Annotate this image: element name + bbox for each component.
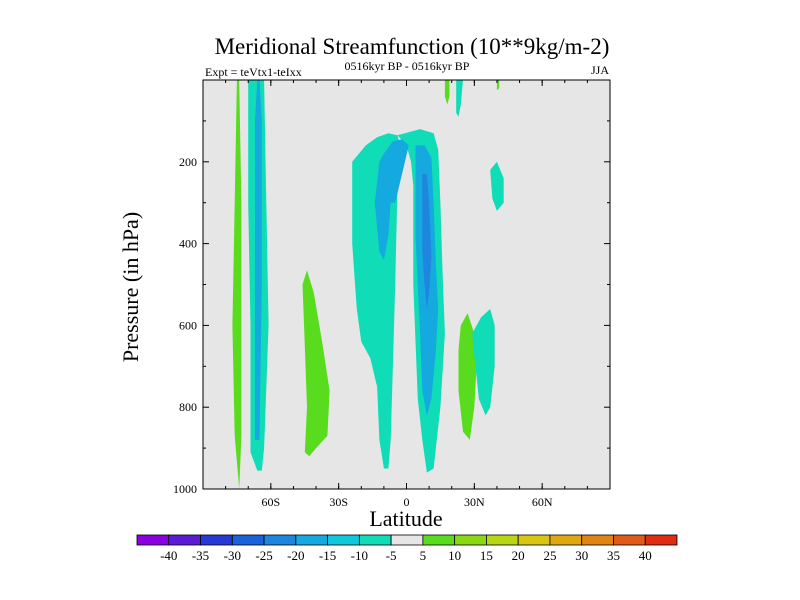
colorbar-label: 15 [480,548,493,563]
y-axis-label: Pressure (in hPa) [118,212,143,362]
y-axis: 200 400 600 800 1000 [173,120,610,496]
contour-region-10 [458,313,477,440]
y-tick-label: 400 [179,237,197,251]
subtitle-left: Expt = teVtx1-teIxx [205,65,302,79]
contour-region-3 [302,270,330,457]
colorbar-box [549,534,583,546]
contour-region-4 [352,133,405,469]
y-tick-label: 1000 [173,482,197,496]
colorbar-label: -5 [386,548,397,563]
colorbar-box [422,534,456,546]
colorbar-box [613,534,646,546]
contour-region-6 [374,139,409,260]
colorbar-box [454,534,487,546]
colorbar-box [327,534,360,546]
colorbar-label: -30 [224,548,241,563]
colorbar-box [486,534,519,546]
x-axis-label: Latitude [369,506,442,531]
contour-region-9 [381,165,391,203]
colorbar-label: -15 [319,548,336,563]
x-axis: 60S 30S 0 30N 60N [202,80,611,509]
colorbar-label: 30 [575,548,588,563]
subtitle-center: 0516kyr BP - 0516kyr BP [345,59,470,73]
colorbar-label: 35 [607,548,620,563]
contour-region-12 [490,161,504,211]
colorbar-box [644,534,678,546]
colorbar-box [295,534,328,546]
colorbar-box [390,534,424,546]
x-tick-label: 60N [532,495,553,509]
colorbar-label: -10 [351,548,368,563]
colorbar-box [136,534,170,546]
subtitle-right: JJA [591,63,609,77]
contour-region-8 [422,174,432,309]
colorbar-label: 40 [639,548,652,563]
contour-region-2 [255,80,262,440]
contour-region-15 [496,80,500,91]
contour-regions [232,80,504,489]
contour-region-13 [456,80,463,117]
colorbar-box [168,534,201,546]
colorbar-label: -25 [255,548,272,563]
x-tick-label: 60S [261,495,280,509]
y-tick-label: 800 [179,400,197,414]
colorbar-box [263,534,297,546]
chart-title: Meridional Streamfunction (10**9kg/m-2) [215,34,610,59]
x-tick-label: 30S [329,495,348,509]
colorbar-box [581,534,614,546]
colorbar-label: -20 [287,548,304,563]
x-tick-label: 0 [404,495,410,509]
colorbar-label: -35 [192,548,209,563]
colorbar-label: -40 [160,548,177,563]
colorbar: -40 -35 -30 -25 -20 -15 -10 -5 5 10 15 20 25 30 35 40 [136,534,678,563]
colorbar-label: 10 [448,548,461,563]
colorbar-label: 25 [543,548,556,563]
colorbar-label: 5 [420,548,427,563]
contour-region-14 [444,80,450,105]
colorbar-label: 20 [512,548,525,563]
y-tick-label: 200 [179,155,197,169]
contour-region-0 [232,80,242,489]
colorbar-box [358,534,392,546]
colorbar-box [200,534,233,546]
colorbar-box [231,534,265,546]
y-tick-label: 600 [179,318,197,332]
contour-region-11 [472,309,495,416]
colorbar-box [517,534,551,546]
x-tick-label: 30N [464,495,485,509]
